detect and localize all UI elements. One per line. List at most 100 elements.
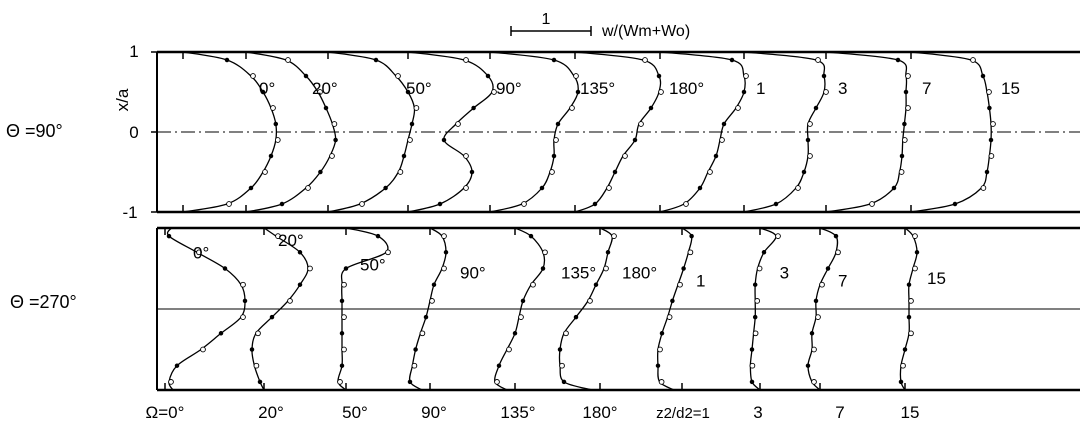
curve-label: 180°: [669, 79, 704, 98]
data-point-filled: [242, 298, 248, 304]
series-20: 20°: [245, 51, 338, 213]
data-point-filled: [339, 331, 345, 336]
data-point-open: [775, 233, 781, 239]
data-point-filled: [612, 169, 618, 175]
data-point-open: [397, 169, 404, 175]
data-point-filled: [249, 347, 255, 352]
data-point-filled: [689, 233, 694, 239]
data-point-filled: [323, 105, 329, 111]
curve-label: 90°: [460, 264, 486, 283]
data-point-open: [719, 137, 725, 143]
data-point-filled: [906, 314, 912, 320]
data-point-open: [638, 121, 644, 127]
data-point-open: [307, 265, 313, 272]
series-90: 90°: [407, 227, 486, 391]
curve-label: 50°: [406, 79, 432, 98]
data-point-filled: [248, 185, 254, 191]
data-point-filled: [902, 121, 907, 127]
data-point-filled: [952, 201, 958, 207]
data-point-filled: [222, 266, 228, 271]
scale-bar-quantity-label: w/(Wm+Wo): [601, 23, 690, 40]
data-point-filled: [987, 105, 992, 111]
series-3: 3: [743, 51, 847, 213]
data-point-open: [463, 185, 469, 191]
data-point-open: [331, 121, 338, 127]
data-point-filled: [697, 185, 703, 191]
y-tick-label-middle: 0: [129, 123, 138, 142]
data-point-filled: [339, 363, 345, 368]
curve-label: 20°: [312, 79, 338, 98]
data-point-filled: [984, 169, 990, 175]
data-point-open: [666, 314, 673, 320]
data-point-open: [429, 298, 435, 304]
data-point-filled: [903, 89, 909, 95]
data-point-filled: [339, 298, 345, 304]
data-point-open: [441, 233, 447, 239]
data-point-open: [901, 137, 908, 143]
data-point-open: [735, 105, 741, 111]
x-label-omega-135: 135°: [500, 403, 535, 422]
curve-label: 15: [927, 269, 946, 288]
data-point-filled: [528, 233, 534, 239]
data-point-open: [285, 57, 291, 63]
data-point-open: [491, 89, 497, 95]
curve-label: 0°: [193, 243, 209, 262]
curve-label: 135°: [561, 264, 596, 283]
curve-label: 7: [838, 272, 847, 291]
data-point-filled: [670, 298, 675, 304]
data-point-open: [988, 153, 995, 159]
data-point-open: [912, 265, 918, 272]
data-point-filled: [573, 314, 579, 320]
series-135: 135°: [489, 51, 615, 213]
scale-bar: 1 w/(Wm+Wo): [510, 11, 690, 40]
data-point-filled: [741, 89, 747, 95]
x-label-omega-180: 180°: [582, 403, 617, 422]
data-point-open: [815, 314, 821, 320]
data-point-open: [253, 362, 260, 369]
series-0: 0°: [166, 227, 248, 391]
data-point-open: [795, 185, 801, 191]
data-point-open: [494, 379, 500, 385]
data-point-open: [756, 265, 763, 272]
data-point-open: [990, 121, 996, 127]
data-point-filled: [257, 379, 263, 385]
data-point-open: [549, 169, 555, 175]
data-point-filled: [605, 250, 611, 255]
data-point-open: [687, 249, 694, 256]
data-point-open: [542, 249, 548, 256]
data-point-filled: [413, 347, 418, 352]
data-point-filled: [592, 201, 598, 207]
data-point-open: [677, 281, 683, 288]
data-point-filled: [469, 169, 475, 175]
x-label-omega-0: Ω=0°: [146, 403, 185, 422]
data-point-filled: [749, 379, 755, 385]
data-point-filled: [297, 282, 303, 287]
data-point-filled: [821, 73, 827, 79]
curve-label: 50°: [360, 255, 386, 274]
data-point-open: [250, 73, 256, 79]
data-point-filled: [721, 121, 727, 127]
data-point-open: [240, 281, 246, 288]
data-point-filled: [409, 121, 415, 127]
data-point-filled: [375, 233, 381, 239]
data-point-filled: [773, 201, 779, 207]
data-point-open: [908, 298, 914, 304]
data-point-open: [463, 153, 469, 159]
data-point-filled: [752, 282, 758, 287]
data-point-open: [807, 121, 813, 127]
series-15: 15: [910, 51, 1020, 213]
data-point-open: [658, 379, 665, 385]
data-point-filled: [898, 379, 904, 385]
data-point-open: [270, 105, 276, 111]
curve-label: 20°: [278, 231, 304, 250]
data-point-open: [743, 73, 749, 79]
data-point-open: [908, 330, 914, 337]
series-135: 135°: [494, 227, 596, 391]
data-point-filled: [166, 233, 172, 239]
curve-label: 1: [756, 79, 765, 98]
data-point-open: [419, 330, 426, 337]
data-point-open: [341, 346, 347, 353]
plot-layer: 0° 20° 50° 90° 135° 180° 1 3 7 15 0° 20° 50° 90° 135° 1…: [151, 50, 1080, 392]
data-point-open: [317, 89, 323, 95]
